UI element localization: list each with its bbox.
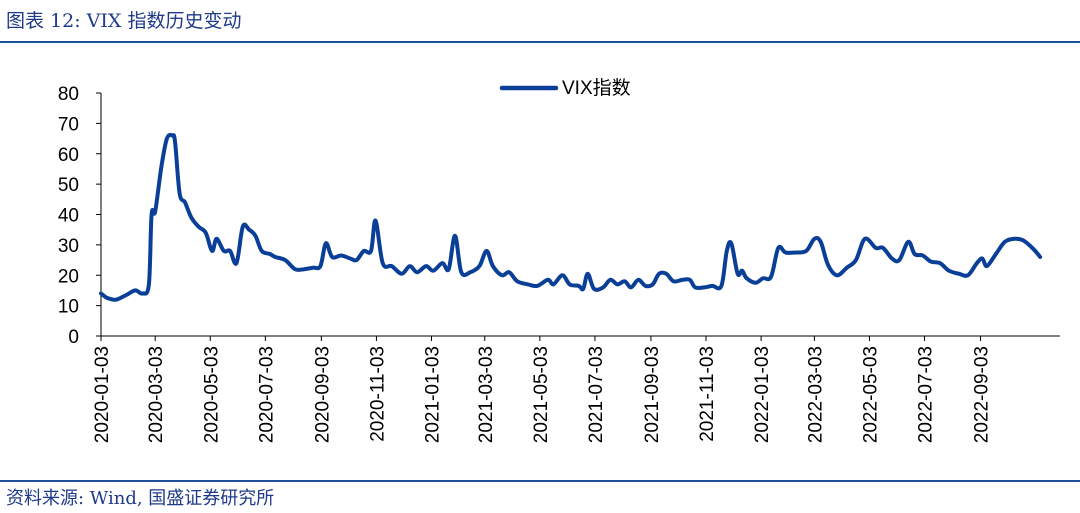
x-tick-label: 2020-07-03: [256, 346, 277, 443]
figure-title: 图表 12: VIX 指数历史变动: [6, 10, 242, 32]
y-tick-label: 70: [58, 114, 79, 135]
y-tick-label: 10: [58, 297, 79, 318]
x-tick-label: 2022-09-03: [972, 346, 993, 443]
x-tick-label: 2020-01-03: [92, 346, 113, 443]
x-tick-label: 2021-07-03: [586, 346, 607, 443]
series-line-vix: [99, 132, 1043, 302]
x-tick-label: 2022-07-03: [916, 346, 937, 443]
y-tick-label: 30: [58, 236, 79, 257]
y-tick-label: 0: [68, 327, 79, 348]
legend-label: VIX指数: [562, 77, 631, 99]
x-tick-label: 2020-09-03: [312, 346, 333, 443]
y-tick-label: 40: [58, 206, 79, 227]
y-tick-label: 60: [58, 145, 79, 166]
y-axis: 0 10 20 30 40 50 60 70 80: [58, 84, 102, 348]
series-layer: [99, 132, 1043, 302]
x-tick-label: 2021-03-03: [476, 346, 497, 443]
x-tick-label: 2022-05-03: [860, 346, 881, 443]
x-tick-label: 2021-05-03: [531, 346, 552, 443]
x-tick-label: 2022-01-03: [752, 346, 773, 443]
source-note: 资料来源: Wind, 国盛证券研究所: [6, 488, 275, 509]
x-tick-label: 2020-03-03: [146, 346, 167, 443]
footer-rule: [0, 480, 1080, 482]
x-tick-label: 2020-05-03: [201, 346, 222, 443]
header-rule: [0, 41, 1080, 43]
x-axis: 2020-01-03 2020-03-03 2020-05-03 2020-07-03…: [92, 335, 1060, 443]
legend: VIX指数: [499, 77, 631, 99]
y-tick-label: 50: [58, 175, 79, 196]
figure-header: 图表 12: VIX 指数历史变动: [0, 0, 1080, 44]
y-tick-label: 80: [58, 84, 79, 105]
y-tick-label: 20: [58, 266, 79, 287]
x-tick-label: 2022-03-03: [805, 346, 826, 443]
x-tick-label: 2021-01-03: [423, 346, 444, 443]
x-tick-label: 2021-09-03: [642, 346, 663, 443]
x-tick-label: 2021-11-03: [697, 346, 718, 442]
x-tick-label: 2020-11-03: [367, 346, 388, 442]
